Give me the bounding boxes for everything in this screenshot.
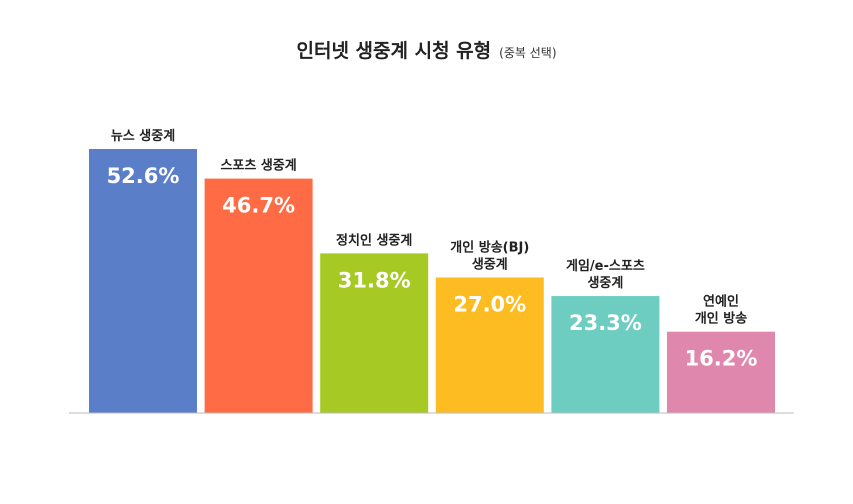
category-label-1: 뉴스 생중계 xyxy=(111,129,175,144)
bar-3 xyxy=(320,253,429,413)
bar-value-label-3: 31.8% xyxy=(338,268,411,292)
bar-2 xyxy=(204,178,313,413)
bar-value-label-2: 46.7% xyxy=(222,194,295,218)
bar-value-label-1: 52.6% xyxy=(107,164,180,188)
chart-subtitle: (중복 선택) xyxy=(499,46,557,60)
bar-1 xyxy=(89,149,197,413)
category-label-6-line-1: 연예인 xyxy=(703,294,739,310)
category-label-2: 스포츠 생중계 xyxy=(220,159,296,174)
category-label-4-line-2: 생중계 xyxy=(472,257,508,272)
category-label-3: 정치인 생중계 xyxy=(336,232,412,248)
category-label-6-line-2: 개인 방송 xyxy=(695,311,747,327)
chart-title: 인터넷 생중계 시청 유형 xyxy=(296,40,492,62)
bar-value-label-4: 27.0% xyxy=(453,292,526,316)
bar-value-label-6: 16.2% xyxy=(685,347,758,371)
bars: 52.6% 뉴스 생중계 46.7% 스포츠 생중계 31.8% 정치인 생중계 27.0%… xyxy=(89,129,775,413)
bar-6 xyxy=(667,331,775,413)
category-label-5-line-1: 게임/e-스포츠 xyxy=(566,259,645,274)
bar-value-label-5: 23.3% xyxy=(569,311,642,335)
category-label-5-line-2: 생중계 xyxy=(587,276,623,291)
bar-5 xyxy=(551,296,660,413)
chart-title-block: 인터넷 생중계 시청 유형 (중복 선택) xyxy=(0,36,853,63)
bar-4 xyxy=(435,277,544,413)
category-label-4-line-1: 개인 방송(BJ) xyxy=(450,239,529,255)
